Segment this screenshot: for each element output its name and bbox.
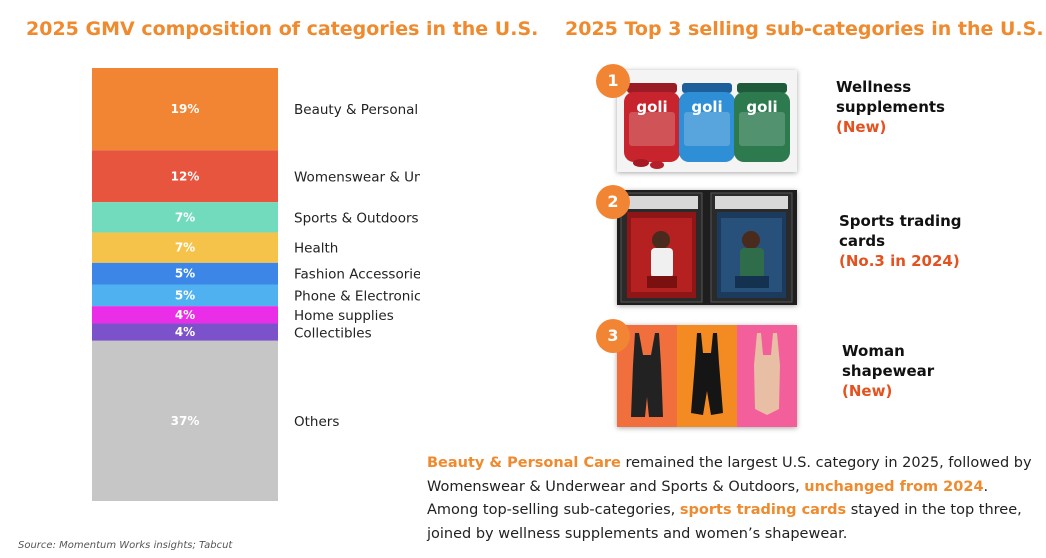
graded-card-left [620,192,703,303]
shapewear-nude [754,333,780,415]
bar-segment-3 [92,202,278,233]
trading-cards-image [617,190,797,305]
summary-highlight-unchanged: unchanged from 2024 [804,478,984,495]
bar-segment-6 [92,284,278,307]
rank-badge-1: 1 [595,63,631,99]
right-section-title: 2025 Top 3 selling sub-categories in the… [565,18,1044,40]
category-label: Sports & Outdoors [294,210,419,226]
subcategory-1-tag: (New) [836,118,887,136]
rank-badge-3: 3 [595,318,631,354]
summary-text-3: stayed in the top three, joined by welln… [427,502,1022,542]
segment-value-label: 12% [171,169,200,183]
category-label: Home supplies [294,308,394,324]
jar-brand-2: goli [691,98,722,116]
segment-value-label: 5% [175,267,195,281]
source-note: Source: Momentum Works insights; Tabcut [18,540,233,551]
stacked-composition-chart: 19% Beauty & Personal Care 12% Womenswear &… [92,68,420,501]
summary-text-1: remained the largest U.S. category in 20… [427,455,1032,495]
bar-segment-1 [92,68,278,151]
bar-segment-7 [92,306,278,324]
segment-value-label: 19% [171,102,200,116]
bar-segment-8 [92,323,278,341]
segment-value-label: 5% [175,288,195,302]
category-label: Womenswear & Underwear [294,169,420,185]
segment-value-label: 7% [175,241,195,255]
segment-value-label: 7% [175,210,195,224]
category-label: Others [294,414,339,430]
left-chart-title: 2025 GMV composition of categories in th… [26,18,539,40]
subcategory-3-line-2: shapewear [842,362,935,380]
subcategory-3-tag: (New) [842,382,893,400]
shapewear-black-1 [631,333,663,417]
gummy-jar-red: goli [624,83,680,162]
category-label: Health [294,241,338,257]
segment-value-label: 4% [175,308,195,322]
category-label: Phone & Electronics [294,288,420,304]
subcategory-2-line-1: Sports trading [839,212,962,230]
jar-brand-1: goli [636,98,667,116]
bar-segment-4 [92,232,278,263]
subcategory-3-line-1: Woman [842,342,905,360]
subcategory-1-name: Wellness supplements (New) [836,77,945,137]
summary-highlight-cards: sports trading cards [679,502,847,518]
category-label: Beauty & Personal Care [294,102,420,118]
subcategory-2-line-2: cards [839,232,886,250]
summary-paragraph: Beauty & Personal Care remained the larg… [427,452,1042,546]
rank-badge-2: 2 [595,184,631,220]
subcategory-2-name: Sports trading cards (No.3 in 2024) [839,211,962,271]
summary-text-2: . Among top-selling sub-categories, [427,478,989,519]
jar-brand-3: goli [746,98,777,116]
gummy-jar-green: goli [734,83,790,162]
subcategory-2-tag: (No.3 in 2024) [839,252,960,270]
shapewear-black-2 [691,333,723,415]
bar-segment-2 [92,150,278,203]
segment-value-label: 37% [171,414,200,428]
subcategory-1-line-1: Wellness [836,78,912,96]
category-label: Collectibles [294,325,372,341]
bar-segment-5 [92,262,278,285]
gummy-jar-blue: goli [679,83,735,162]
graded-card-right [710,192,793,303]
goli-gummies-image: goli goli goli [617,70,797,172]
subcategory-3-name: Woman shapewear (New) [842,341,934,401]
segment-value-label: 4% [175,325,195,339]
subcategory-1-line-2: supplements [836,98,945,116]
category-label: Fashion Accessories [294,267,420,283]
bar-segment-9 [92,340,278,501]
summary-highlight-beauty: Beauty & Personal Care [427,455,621,471]
shapewear-image [617,325,797,427]
